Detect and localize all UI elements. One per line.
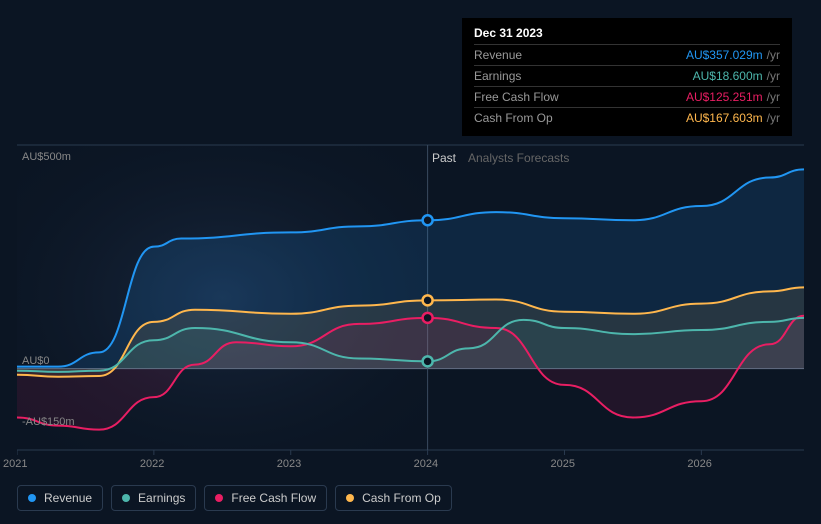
tooltip-row-value: AU$357.029m/yr [686,48,780,62]
legend-dot-icon [28,494,36,502]
x-axis-label: 2023 [277,458,301,470]
legend-item-earnings[interactable]: Earnings [111,485,196,511]
x-axis-label: 2026 [687,458,711,470]
y-axis-label: AU$0 [22,355,50,367]
tooltip-row: Cash From Op AU$167.603m/yr [474,107,780,128]
legend-dot-icon [346,494,354,502]
legend-item-revenue[interactable]: Revenue [17,485,103,511]
y-axis-label: -AU$150m [22,416,75,428]
tooltip-row-value: AU$18.600m/yr [693,69,780,83]
tooltip-row-value: AU$125.251m/yr [686,90,780,104]
tooltip-row-label: Cash From Op [474,111,553,125]
chart-legend: Revenue Earnings Free Cash Flow Cash From O… [17,485,452,511]
x-axis-label: 2022 [140,458,164,470]
tooltip-row: Earnings AU$18.600m/yr [474,65,780,86]
forecast-label: Analysts Forecasts [468,151,569,165]
tooltip-row: Free Cash Flow AU$125.251m/yr [474,86,780,107]
legend-item-free-cash-flow[interactable]: Free Cash Flow [204,485,327,511]
legend-label: Free Cash Flow [231,491,316,505]
chart-tooltip: Dec 31 2023 Revenue AU$357.029m/yr Earning… [462,18,792,136]
tooltip-row-value: AU$167.603m/yr [686,111,780,125]
legend-label: Revenue [44,491,92,505]
tooltip-row-label: Earnings [474,69,521,83]
tooltip-row-label: Revenue [474,48,522,62]
x-axis-label: 2021 [3,458,27,470]
legend-label: Cash From Op [362,491,441,505]
x-axis-label: 2024 [414,458,438,470]
tooltip-row: Revenue AU$357.029m/yr [474,44,780,65]
y-axis-label: AU$500m [22,151,71,163]
tooltip-date: Dec 31 2023 [474,26,780,40]
legend-label: Earnings [138,491,185,505]
legend-dot-icon [122,494,130,502]
past-label: Past [432,151,456,165]
legend-item-cash-from-op[interactable]: Cash From Op [335,485,452,511]
legend-dot-icon [215,494,223,502]
x-axis-label: 2025 [550,458,574,470]
tooltip-row-label: Free Cash Flow [474,90,559,104]
